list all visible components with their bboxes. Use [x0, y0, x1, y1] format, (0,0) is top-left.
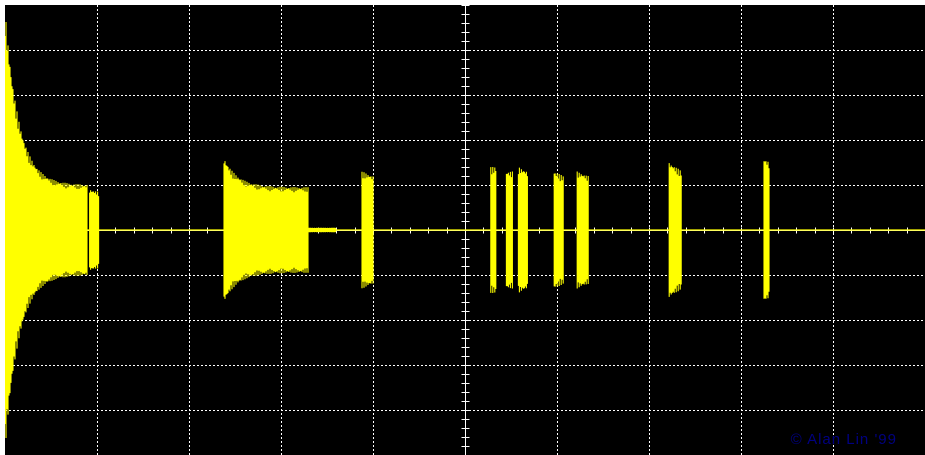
burst-envelope [308, 227, 337, 233]
trace-burst [668, 163, 682, 297]
trace-burst [490, 167, 497, 293]
burst-envelope [576, 171, 589, 289]
burst-envelope [763, 161, 770, 299]
oscilloscope-screen: © Alan Lin '99 [5, 5, 925, 455]
burst-envelope [361, 171, 374, 289]
watermark: © Alan Lin '99 [791, 431, 897, 448]
burst-envelope [553, 173, 564, 287]
trace-burst [308, 227, 337, 233]
trace-burst [505, 171, 513, 289]
trace-burst [223, 161, 309, 299]
oscilloscope-plot: © Alan Lin '99 [5, 5, 925, 455]
burst-envelope [490, 167, 497, 293]
trace-burst [361, 171, 374, 289]
trace-burst [763, 161, 770, 299]
trace-burst [576, 171, 589, 289]
burst-envelope [89, 190, 100, 270]
trace-burst [553, 173, 564, 287]
waveform-trace [5, 22, 925, 438]
burst-envelope [668, 163, 682, 297]
burst-envelope [5, 22, 88, 438]
burst-envelope [517, 167, 528, 293]
burst-envelope [505, 171, 513, 289]
burst-envelope [223, 161, 309, 299]
trace-burst [89, 190, 100, 270]
trace-burst [517, 167, 528, 293]
trace-burst [5, 22, 88, 438]
